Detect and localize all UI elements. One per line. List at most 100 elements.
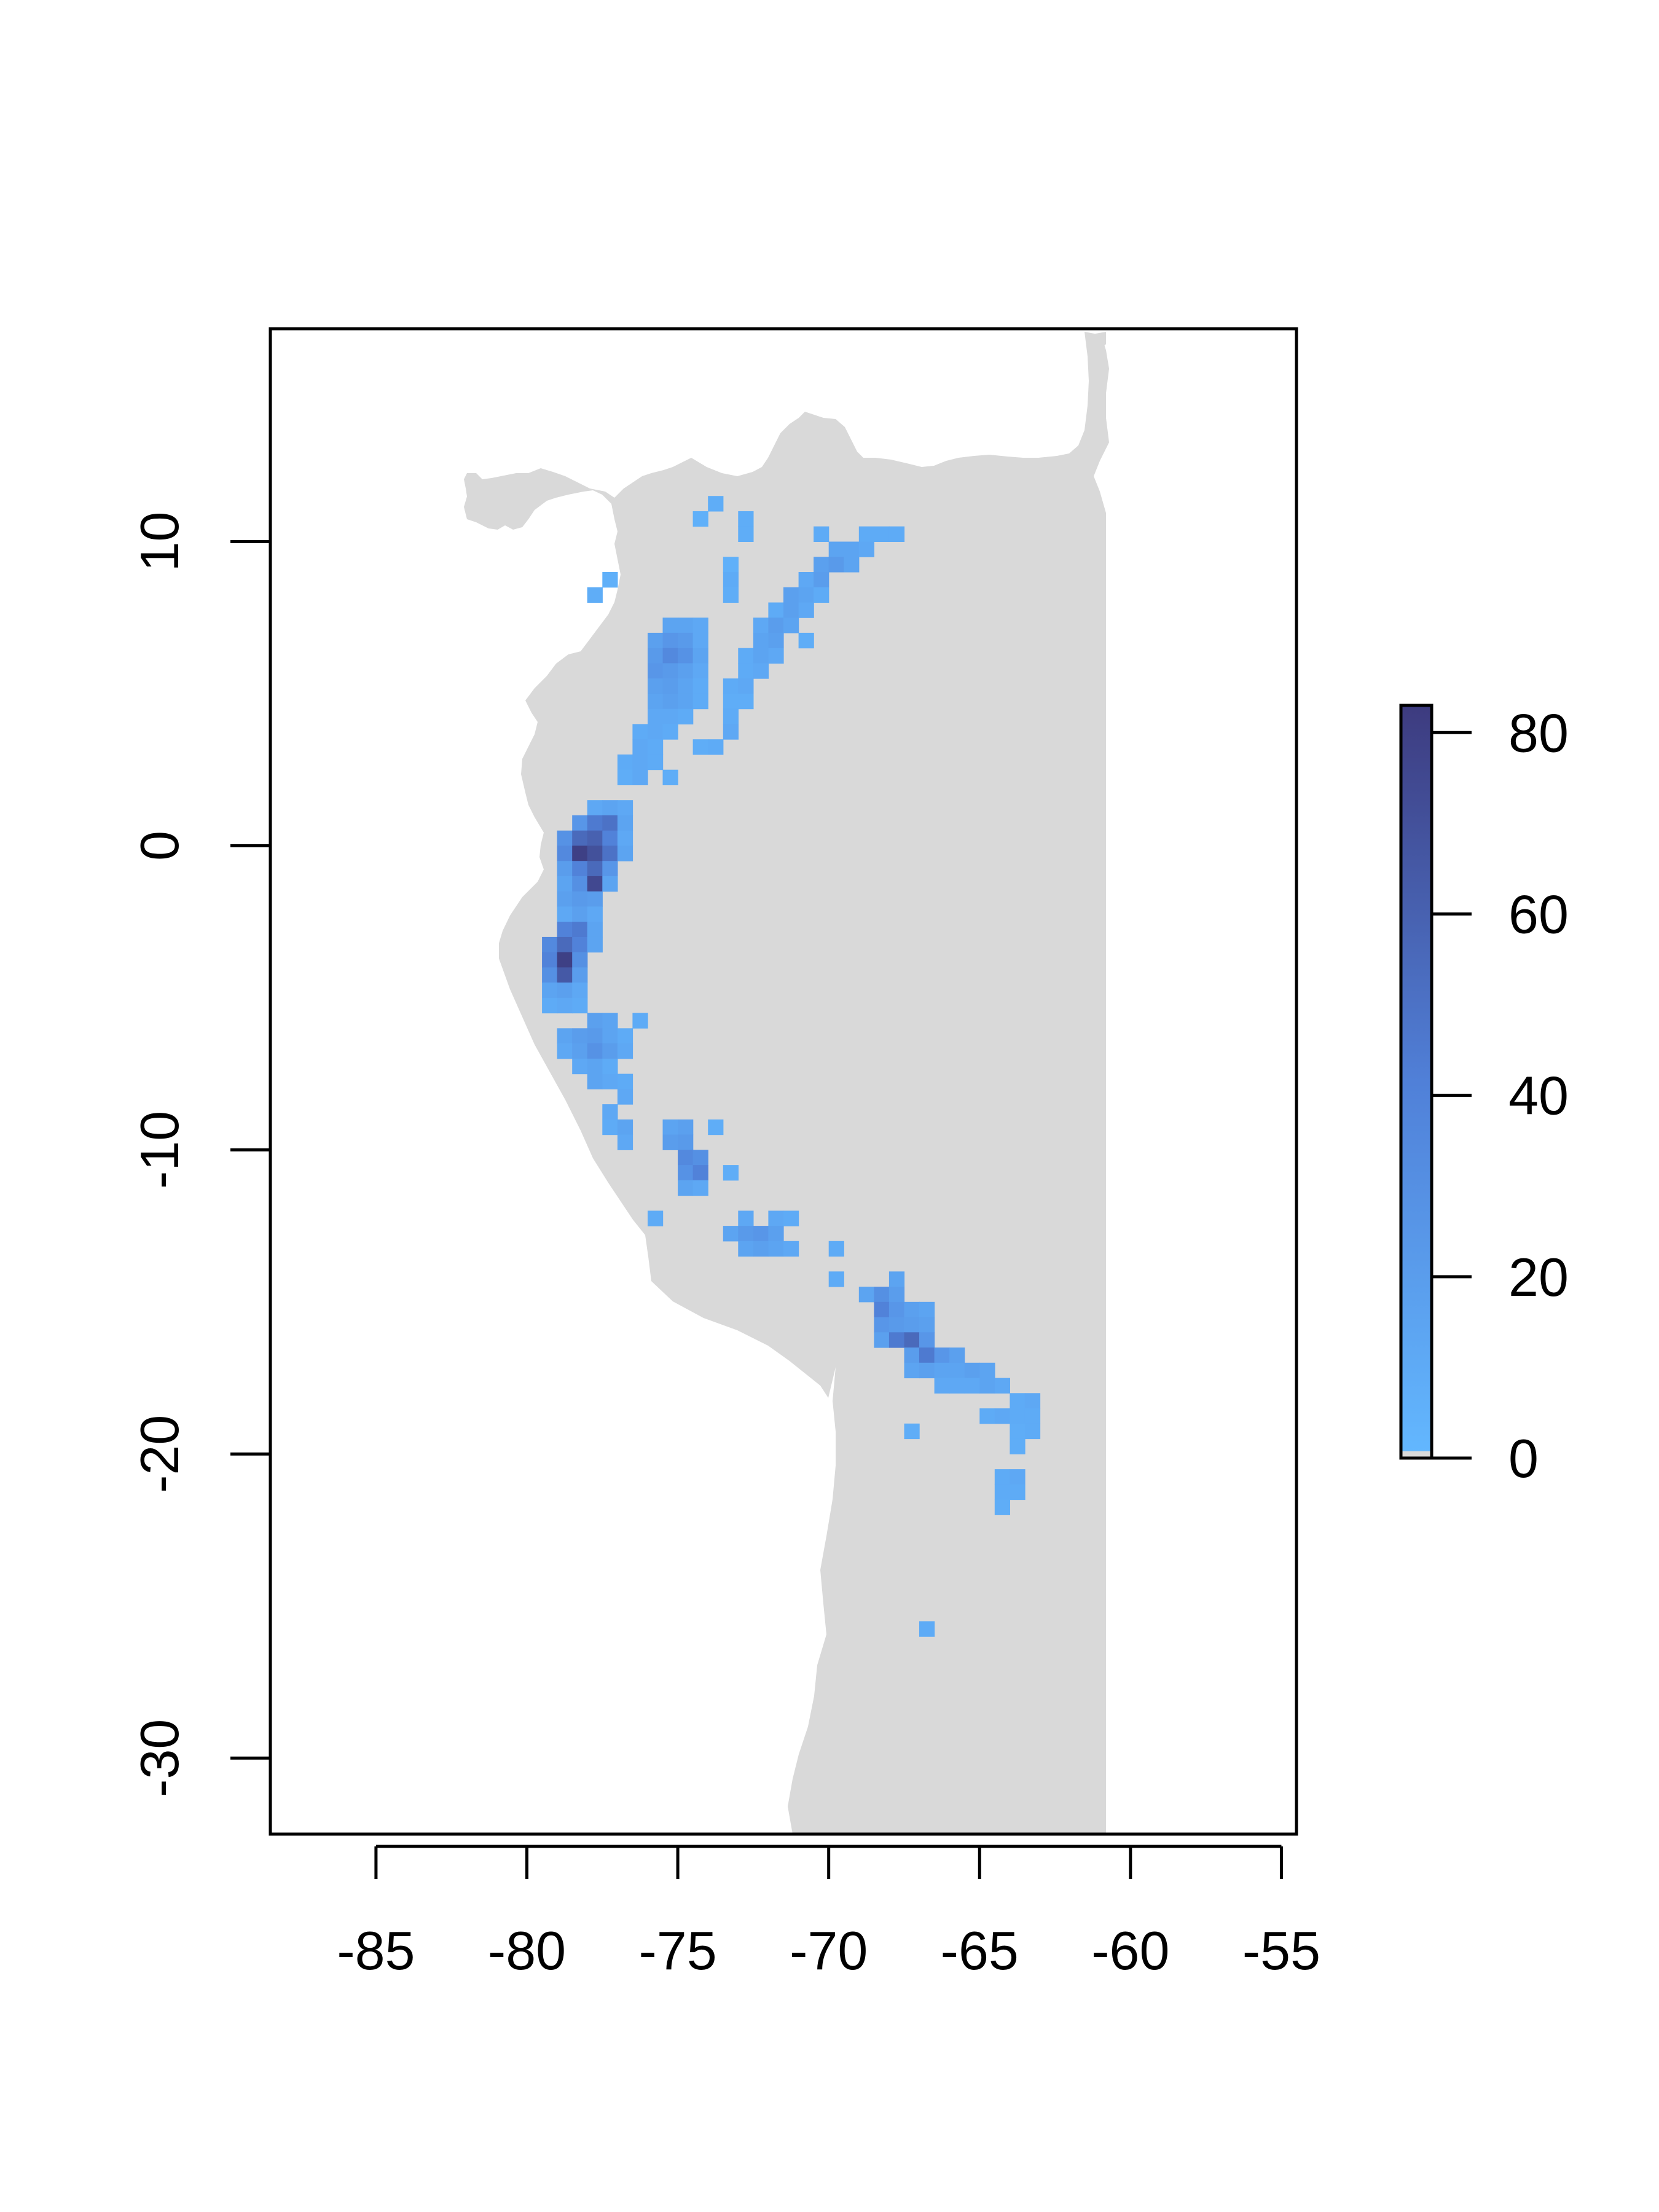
heatmap-cell-42 (708, 739, 724, 755)
heatmap-cell-148 (602, 1058, 618, 1075)
heatmap-cell-17 (798, 572, 814, 588)
heatmap-cell-49 (648, 632, 664, 649)
heatmap-cell-150 (602, 1073, 618, 1089)
heatmap-cell-21 (814, 587, 830, 603)
heatmap-cell-182 (828, 1271, 844, 1287)
heatmap-cell-151 (617, 1073, 633, 1089)
heatmap-cell-86 (572, 815, 588, 831)
heatmap-cell-101 (572, 861, 588, 877)
heatmap-cell-15 (828, 557, 844, 573)
heatmap-cell-219 (1024, 1408, 1041, 1424)
heatmap-cell-177 (768, 1226, 784, 1242)
heatmap-cell-76 (648, 739, 664, 755)
heatmap-cell-165 (692, 1165, 708, 1181)
heatmap-cell-5 (723, 572, 739, 588)
heatmap-cell-83 (587, 800, 603, 816)
heatmap-cell-26 (768, 618, 784, 633)
heatmap-cell-18 (814, 572, 830, 588)
colorbar-tick-label: 60 (1508, 884, 1569, 944)
heatmap-cell-37 (738, 678, 754, 694)
heatmap-cell-115 (572, 922, 588, 938)
heatmap-cell-45 (602, 572, 618, 588)
heatmap-cell-65 (648, 693, 664, 710)
heatmap-cell-175 (738, 1226, 754, 1242)
heatmap-cell-173 (828, 1241, 844, 1257)
x-tick-label: -80 (488, 1920, 566, 1981)
heatmap-cell-157 (662, 1119, 678, 1135)
heatmap-cell-28 (753, 632, 769, 649)
heatmap-cell-75 (632, 739, 648, 755)
heatmap-cell-216 (979, 1408, 995, 1424)
heatmap-cell-162 (678, 1150, 694, 1166)
heatmap-cell-3 (738, 526, 754, 542)
x-axis: -85 -80 -75 -70 -65 -60 -55 (337, 1845, 1320, 1981)
plot-area (464, 332, 1109, 1834)
heatmap-cell-110 (587, 891, 603, 907)
heatmap-cell-116 (587, 922, 603, 938)
heatmap-cell-178 (738, 1241, 754, 1257)
heatmap-cell-140 (617, 1028, 633, 1044)
colorbar-frame (1399, 704, 1433, 1460)
heatmap-cell-180 (768, 1241, 784, 1257)
heatmap-cell-39 (738, 693, 754, 710)
heatmap-cell-48 (692, 618, 708, 633)
heatmap-cell-181 (783, 1241, 799, 1257)
heatmap-cell-128 (557, 982, 573, 998)
richness-cells (542, 496, 1041, 1637)
heatmap-cell-53 (648, 648, 664, 664)
heatmap-cell-149 (587, 1073, 603, 1089)
heatmap-cell-134 (602, 1013, 618, 1029)
y-tick-label: 0 (129, 831, 190, 861)
heatmap-cell-163 (692, 1150, 708, 1166)
heatmap-cell-196 (888, 1332, 905, 1348)
heatmap-cell-14 (814, 557, 830, 573)
heatmap-cell-4 (723, 557, 739, 573)
heatmap-cell-80 (617, 769, 633, 785)
heatmap-cell-139 (602, 1028, 618, 1044)
heatmap-cell-118 (557, 936, 573, 953)
heatmap-cell-204 (919, 1362, 935, 1379)
heatmap-cell-24 (798, 602, 814, 618)
heatmap-cell-60 (692, 663, 708, 679)
heatmap-cell-88 (602, 815, 618, 831)
heatmap-cell-195 (874, 1332, 890, 1348)
heatmap-cell-172 (783, 1210, 799, 1226)
heatmap-cell-227 (1010, 1484, 1026, 1500)
heatmap-cell-91 (572, 830, 588, 846)
heatmap-cell-95 (557, 845, 573, 861)
heatmap-cell-85 (617, 800, 633, 816)
heatmap-cell-189 (904, 1301, 920, 1318)
heatmap-cell-58 (662, 663, 678, 679)
heatmap-cell-208 (979, 1362, 995, 1379)
heatmap-cell-102 (587, 861, 603, 877)
heatmap-cell-23 (783, 602, 799, 618)
heatmap-cell-55 (678, 648, 694, 664)
heatmap-cell-167 (678, 1180, 694, 1196)
heatmap-cell-64 (692, 678, 708, 694)
heatmap-cell-226 (994, 1484, 1010, 1500)
colorbar-tick-label: 0 (1508, 1428, 1539, 1489)
heatmap-cell-218 (1010, 1408, 1026, 1424)
heatmap-cell-59 (678, 663, 694, 679)
heatmap-cell-174 (723, 1226, 739, 1242)
heatmap-cell-77 (617, 754, 633, 771)
heatmap-cell-160 (662, 1134, 678, 1150)
heatmap-cell-120 (587, 936, 603, 953)
heatmap-cell-215 (1024, 1393, 1041, 1409)
heatmap-cell-191 (874, 1317, 890, 1333)
heatmap-cell-223 (904, 1423, 920, 1440)
heatmap-cell-11 (828, 541, 844, 557)
heatmap-cell-1 (738, 511, 754, 527)
heatmap-cell-22 (768, 602, 784, 618)
heatmap-cell-10 (888, 526, 905, 542)
caribbean-island (1089, 332, 1106, 350)
heatmap-cell-47 (678, 618, 694, 633)
colorbar-ticks: 0 20 40 60 80 (1432, 702, 1569, 1489)
heatmap-cell-131 (557, 997, 573, 1014)
colorbar-zero-band (1401, 1451, 1432, 1458)
heatmap-cell-50 (662, 632, 678, 649)
heatmap-cell-212 (979, 1378, 995, 1394)
heatmap-cell-135 (632, 1013, 648, 1029)
heatmap-cell-158 (678, 1119, 694, 1135)
heatmap-cell-214 (1010, 1393, 1026, 1409)
